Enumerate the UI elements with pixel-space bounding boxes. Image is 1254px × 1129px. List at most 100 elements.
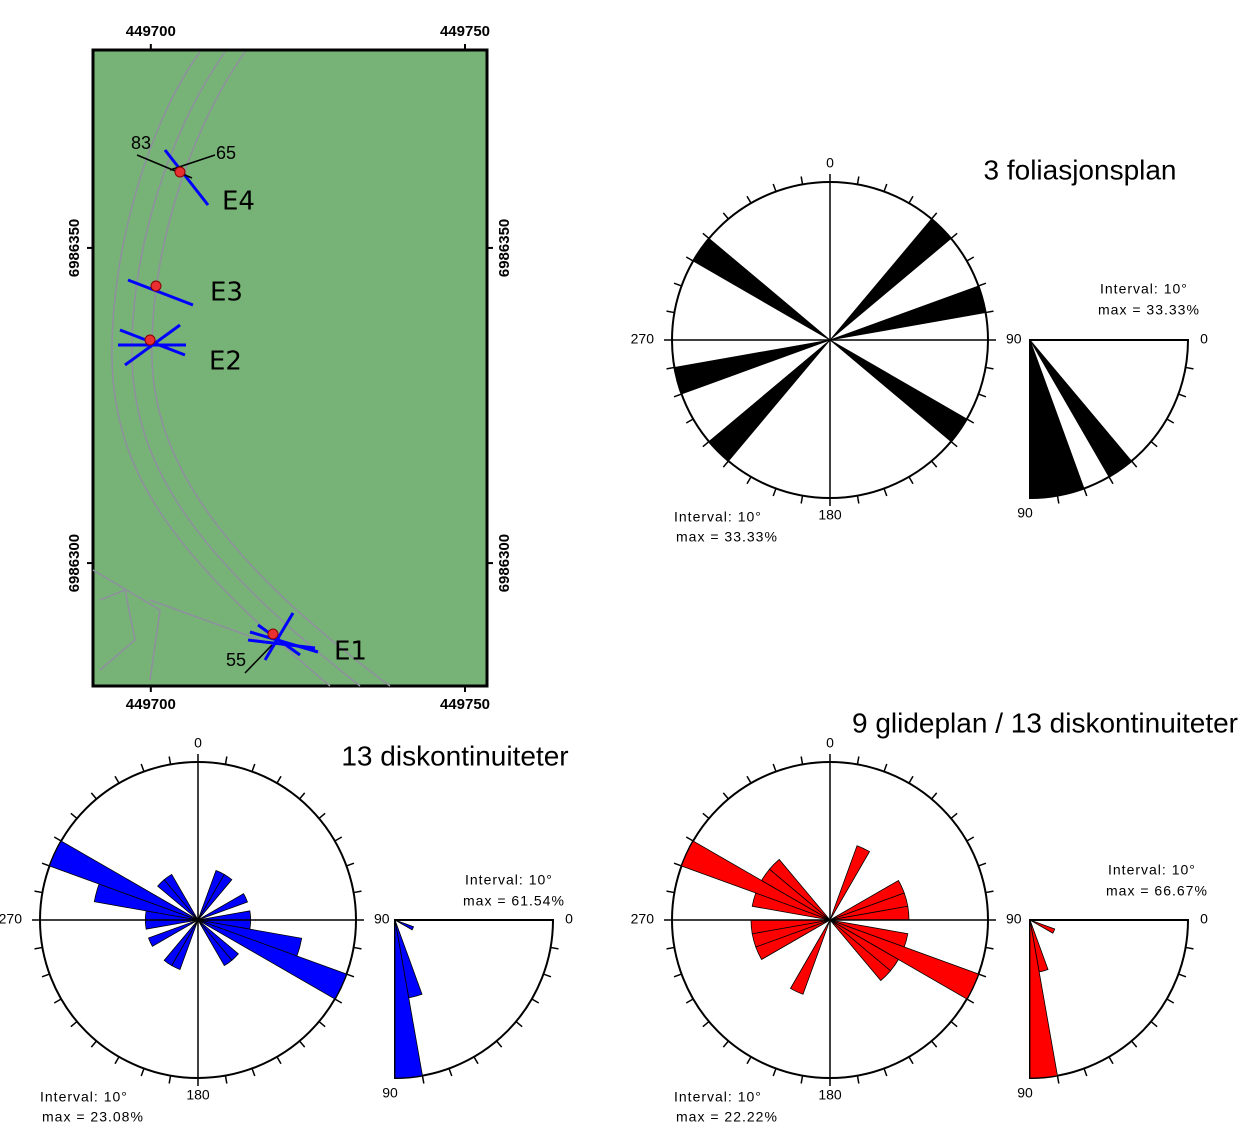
rim-tick <box>772 488 777 497</box>
axis-label: 270 <box>0 911 22 927</box>
dip-tick <box>1178 973 1187 978</box>
interval-label: Interval: 10° <box>674 1089 762 1105</box>
map: E4 E3 E2 E1 83 65 55 <box>91 48 489 688</box>
dip-tick <box>1166 998 1175 1004</box>
rim-tick <box>276 775 282 784</box>
rim-tick <box>53 836 62 842</box>
dip-axis-label: 90 <box>382 1085 398 1101</box>
axis-label: 270 <box>631 331 655 347</box>
dip-tick <box>1166 418 1175 424</box>
rose-chart: 13 diskontinuiteter 0 90 180 270 Interval: 10… <box>0 735 573 1125</box>
dip-tick <box>448 1068 453 1077</box>
max-label: max = 33.33% <box>676 529 778 545</box>
dip-tick <box>1150 1020 1158 1028</box>
axis-label: 270 <box>631 911 655 927</box>
rim-tick <box>346 973 355 978</box>
station-label: E3 <box>210 278 243 308</box>
rim-tick <box>746 476 752 485</box>
rim-tick <box>114 775 120 784</box>
rim-tick <box>251 763 256 772</box>
dip-interval-label: Interval: 10° <box>465 872 553 888</box>
chart-title: 13 diskontinuiteter <box>341 740 568 771</box>
axis-label: 180 <box>186 1087 210 1103</box>
axis-label: 90 <box>374 911 390 927</box>
rim-tick <box>298 792 306 800</box>
y-coord-label: 6986300 <box>66 534 83 592</box>
rim-tick <box>930 792 938 800</box>
rim-tick <box>666 890 675 894</box>
x-coord-label: 449750 <box>440 696 490 713</box>
dip-tick <box>515 1020 523 1028</box>
petal <box>829 919 979 1000</box>
rim-tick <box>276 1056 282 1065</box>
rim-tick <box>168 756 172 765</box>
rim-tick <box>978 973 987 978</box>
rim-tick <box>298 1040 306 1048</box>
station-label: E2 <box>209 347 242 377</box>
rim-tick <box>685 256 694 262</box>
rim-tick <box>908 775 914 784</box>
rim-tick <box>168 1075 172 1084</box>
dip-tick <box>1130 460 1138 468</box>
rim-tick <box>800 176 804 185</box>
dip-axis-label: 0 <box>565 911 573 927</box>
rim-tick <box>702 812 710 820</box>
rim-tick <box>950 232 958 240</box>
rim-tick <box>318 1020 326 1028</box>
chart-title: 3 foliasjonsplan <box>983 154 1176 185</box>
rim-tick <box>702 440 710 448</box>
axis-label: 180 <box>818 507 842 523</box>
dip-petal <box>394 919 415 931</box>
y-coord-label: 6986350 <box>496 219 513 277</box>
dip-axis-label: 90 <box>1017 505 1033 521</box>
dip-max-label: max = 33.33% <box>1098 302 1200 318</box>
dip-tick <box>1108 476 1114 485</box>
chart-title: 9 glideplan / 13 diskontinuiteter <box>852 707 1238 738</box>
petal <box>163 919 199 967</box>
dip-petal <box>1029 919 1056 934</box>
rim-tick <box>318 812 326 820</box>
rim-tick <box>883 488 888 497</box>
axis-label: 0 <box>826 155 834 171</box>
rim-tick <box>53 998 62 1004</box>
rim-tick <box>772 183 777 192</box>
rim-tick <box>978 862 987 867</box>
axis-label: 180 <box>818 1087 842 1103</box>
y-coord-label: 6986300 <box>496 534 513 592</box>
rim-tick <box>114 1056 120 1065</box>
max-label: max = 22.22% <box>676 1109 778 1125</box>
petal <box>148 919 199 947</box>
rim-tick <box>722 460 730 468</box>
rim-tick <box>224 1075 228 1084</box>
y-coord-label: 6986350 <box>66 219 83 277</box>
rim-tick <box>666 946 675 950</box>
dip-interval-label: Interval: 10° <box>1108 862 1196 878</box>
interval-label: Interval: 10° <box>40 1089 128 1105</box>
map-frame <box>91 48 489 688</box>
dip-label: 83 <box>131 133 151 153</box>
petal <box>681 840 831 921</box>
petal <box>197 873 233 921</box>
petal <box>789 919 831 995</box>
rim-tick <box>978 393 987 398</box>
petal <box>829 845 871 921</box>
petal <box>768 858 831 921</box>
rim-tick <box>772 1068 777 1077</box>
rim-tick <box>746 775 752 784</box>
rim-tick <box>856 176 860 185</box>
dip-tick <box>1056 495 1060 504</box>
rim-tick <box>800 756 804 765</box>
petal <box>829 218 952 341</box>
rim-tick <box>978 282 987 287</box>
rim-tick <box>685 418 694 424</box>
rim-tick <box>41 862 50 867</box>
rim-tick <box>673 393 682 398</box>
rim-tick <box>353 946 362 950</box>
petal <box>163 873 199 921</box>
rim-tick <box>353 890 362 894</box>
dip-tick <box>543 973 552 978</box>
rim-tick <box>930 212 938 220</box>
rim-tick <box>334 998 343 1004</box>
rim-tick <box>70 1020 78 1028</box>
rim-tick <box>346 862 355 867</box>
